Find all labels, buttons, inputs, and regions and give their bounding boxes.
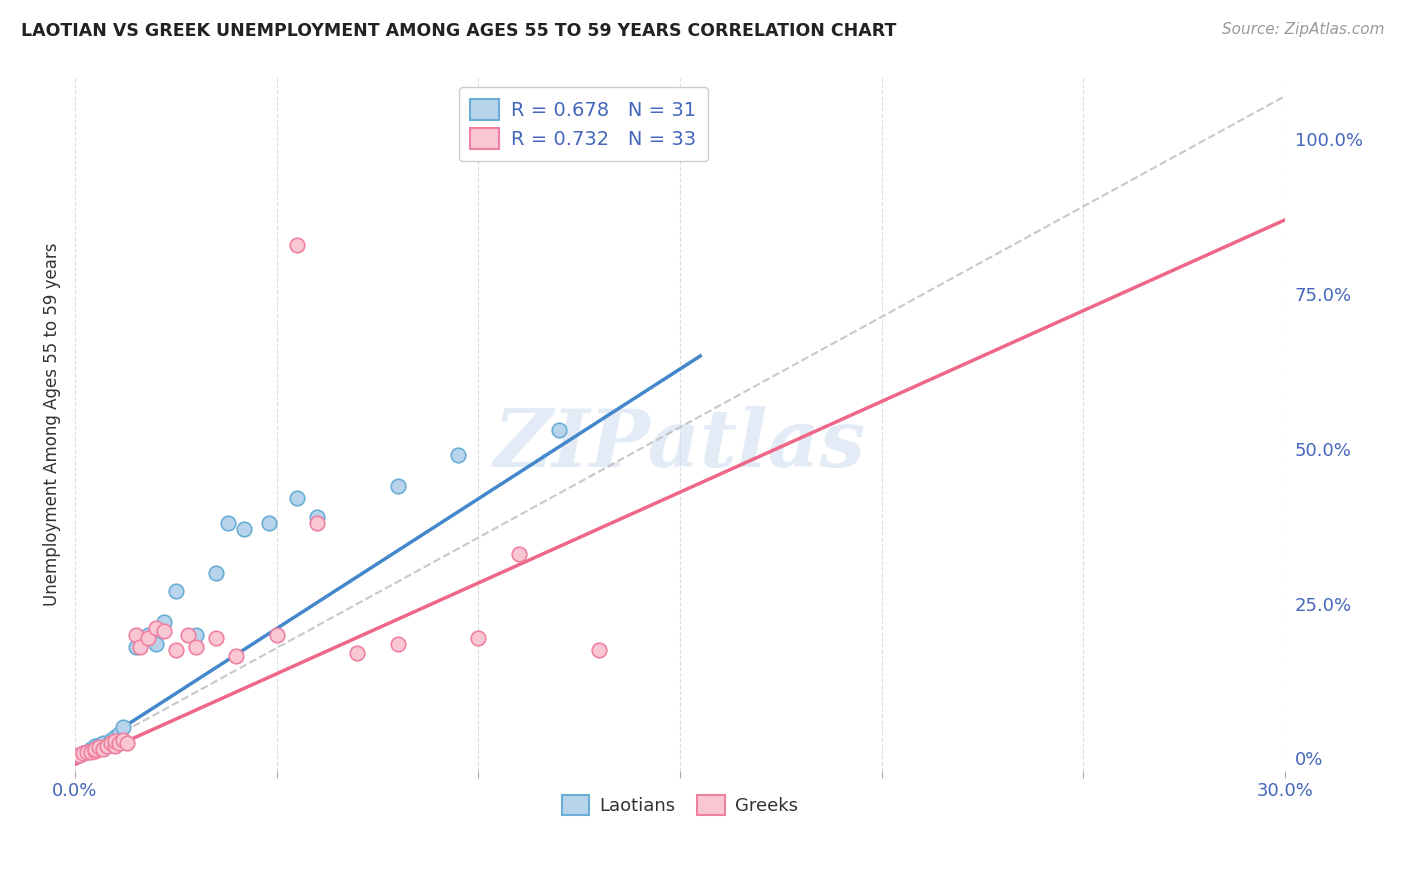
Point [96,739,118,753]
Point [84,739,107,753]
Legend: Laotians, Greeks: Laotians, Greeks [553,786,807,824]
Point [508,547,530,561]
Point [467,631,489,645]
Point [76,745,98,759]
Text: ZIPatlas: ZIPatlas [494,406,866,483]
Point [104,736,127,750]
Point [387,637,409,651]
Point [100,732,122,747]
Point [80,745,103,759]
Point [124,640,146,654]
Point [84,744,107,758]
Point [72,747,94,761]
Point [205,631,228,645]
Point [128,640,150,654]
Text: LAOTIAN VS GREEK UNEMPLOYMENT AMONG AGES 55 TO 59 YEARS CORRELATION CHART: LAOTIAN VS GREEK UNEMPLOYMENT AMONG AGES… [21,22,897,40]
Point [387,479,409,493]
Point [588,643,610,657]
Point [136,627,159,641]
Point [225,649,247,664]
Point [184,627,207,641]
Point [112,732,135,747]
Point [108,736,131,750]
Point [67,748,90,763]
Point [89,738,111,752]
Point [548,423,571,437]
Point [117,736,139,750]
Point [112,720,135,734]
Point [91,736,114,750]
Point [89,740,111,755]
Point [80,742,103,756]
Point [84,742,107,756]
Point [104,739,127,753]
Text: Source: ZipAtlas.com: Source: ZipAtlas.com [1222,22,1385,37]
Point [285,237,308,252]
Point [165,643,187,657]
Point [177,627,200,641]
Point [285,491,308,506]
Point [104,730,127,744]
Point [217,516,239,530]
Point [67,748,90,763]
Point [80,744,103,758]
Point [89,740,111,755]
Point [184,640,207,654]
Point [100,736,122,750]
Point [205,566,228,580]
Point [233,522,256,536]
Point [145,637,167,651]
Y-axis label: Unemployment Among Ages 55 to 59 years: Unemployment Among Ages 55 to 59 years [44,243,60,606]
Point [165,584,187,599]
Point [266,627,288,641]
Point [152,615,174,629]
Point [124,627,146,641]
Point [96,739,118,753]
Point [305,516,328,530]
Point [84,742,107,756]
Point [145,621,167,635]
Point [447,448,470,462]
Point [346,646,368,660]
Point [152,624,174,639]
Point [91,742,114,756]
Point [136,631,159,645]
Point [72,747,94,761]
Point [104,734,127,748]
Point [305,509,328,524]
Point [76,745,98,759]
Point [108,726,131,740]
Point [257,516,280,530]
